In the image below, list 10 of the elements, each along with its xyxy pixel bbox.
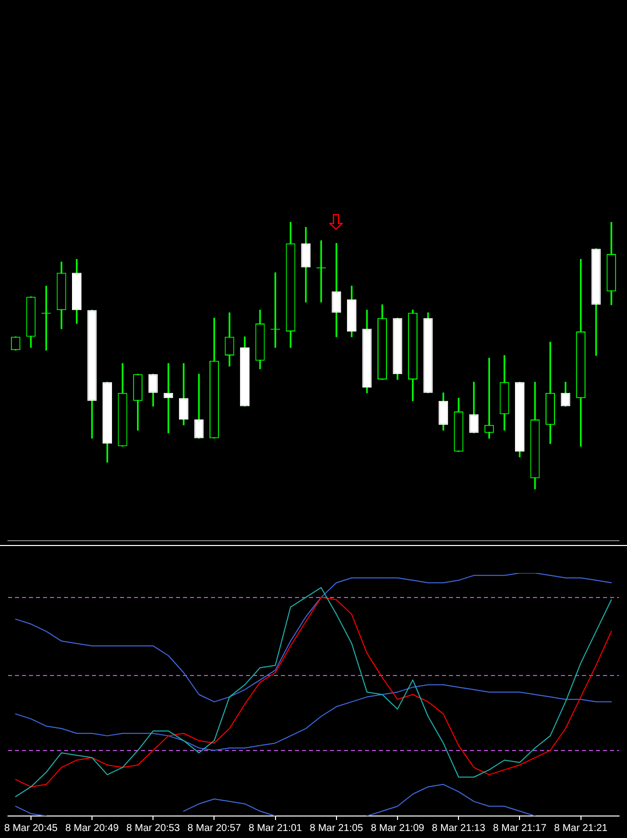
x-tick-label: 8 Mar 20:53 xyxy=(126,822,180,834)
x-tick-label: 8 Mar 20:49 xyxy=(65,822,120,834)
x-tick-label: 8 Mar 21:21 xyxy=(554,822,608,834)
x-tick-label: 8 Mar 21:09 xyxy=(370,822,425,834)
x-tick-label: 8 Mar 20:57 xyxy=(188,822,242,834)
x-tick-label: 8 Mar 21:01 xyxy=(248,822,302,834)
x-tick-label: 8 Mar 21:13 xyxy=(432,822,486,834)
x-tick-label: 8 Mar 21:05 xyxy=(310,822,364,834)
x-tick-label: 8 Mar 21:17 xyxy=(493,822,547,834)
x-tick-label: 8 Mar 20:45 xyxy=(4,822,58,834)
